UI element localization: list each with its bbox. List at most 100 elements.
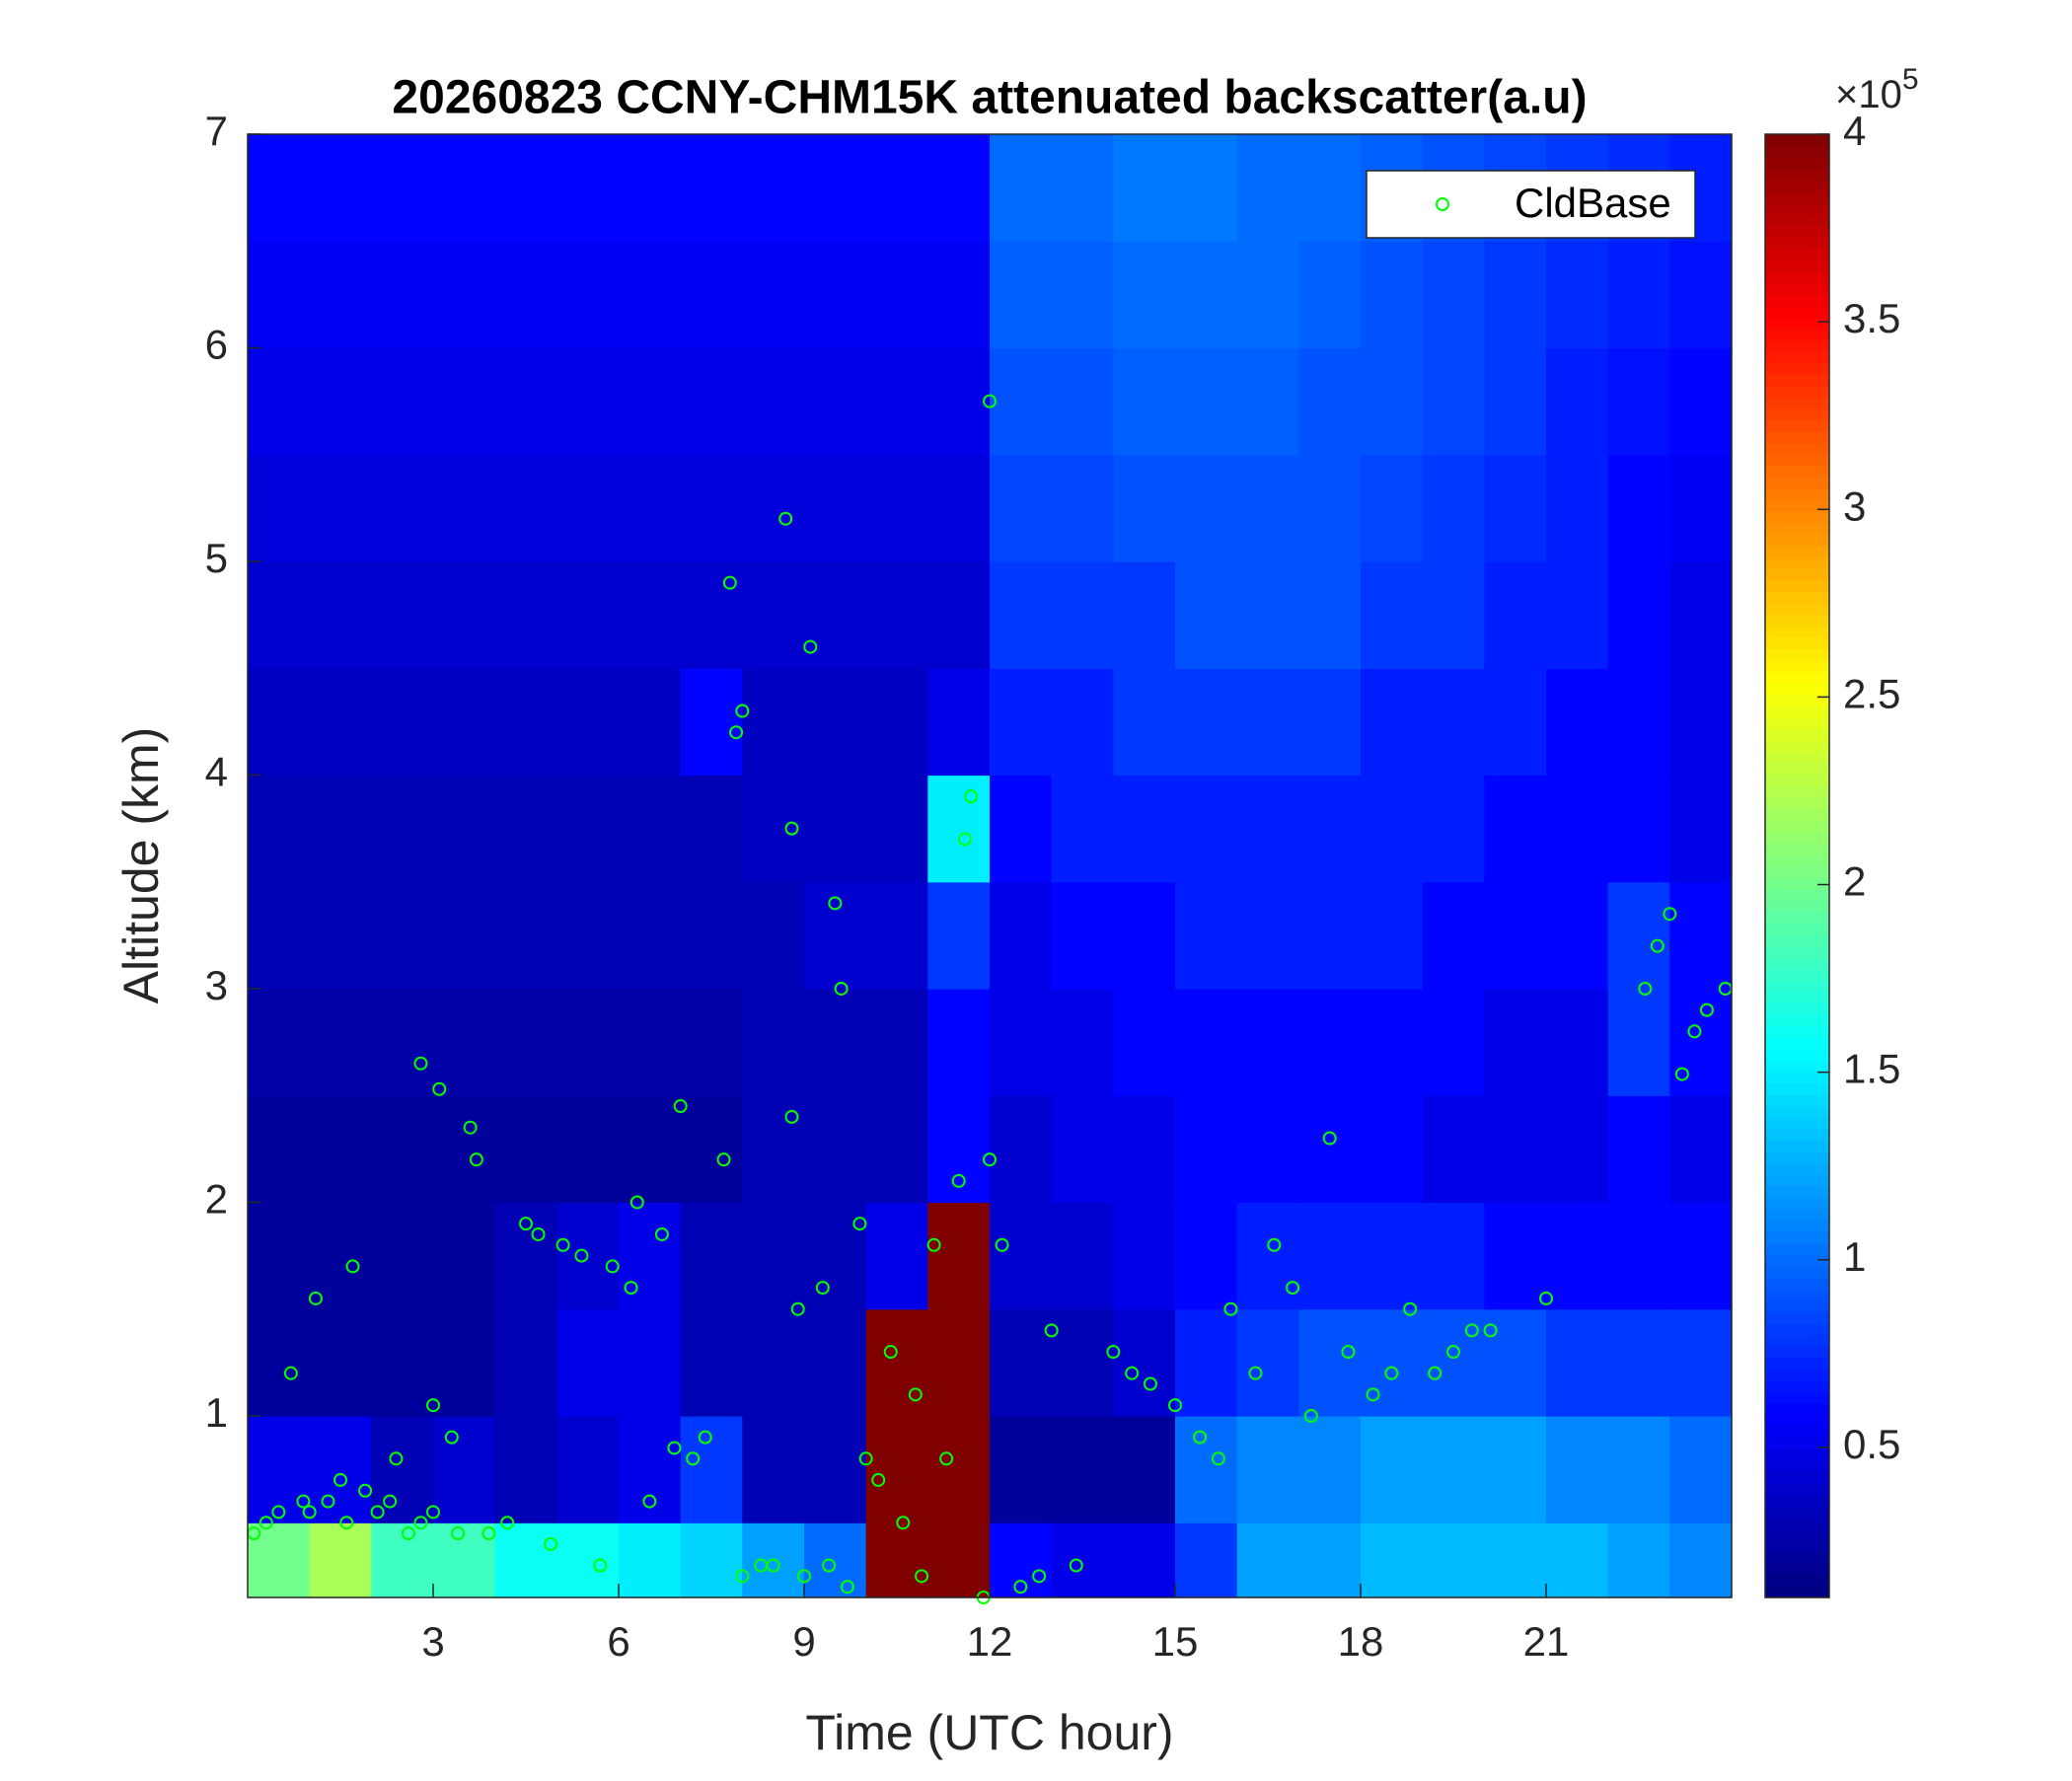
heatmap-cell — [865, 881, 928, 990]
colorbar-segment — [1765, 1437, 1829, 1449]
multiplier-exponent: 5 — [1902, 63, 1919, 96]
cloud-base-point — [957, 832, 972, 847]
cloud-base-point — [939, 1451, 954, 1466]
legend-label: CldBase — [1515, 180, 1671, 226]
colorbar-segment — [1765, 511, 1829, 524]
heatmap-cell — [309, 881, 372, 990]
heatmap-cell — [990, 454, 1053, 562]
heatmap-cell — [990, 1308, 1053, 1417]
heatmap-cell — [309, 668, 372, 777]
cloud-base-point — [797, 1569, 811, 1584]
heatmap-cell — [1361, 1095, 1424, 1204]
cloud-base-point — [605, 1259, 620, 1274]
heatmap-cell — [927, 1522, 991, 1598]
heatmap-cell — [742, 988, 805, 1096]
colorbar-segment — [1765, 1048, 1829, 1062]
heatmap-cell — [1361, 1415, 1424, 1523]
cloud-base-point — [481, 1526, 496, 1541]
cloud-base-point — [834, 981, 849, 996]
heatmap-cell — [248, 1202, 311, 1310]
heatmap-cell — [248, 454, 311, 562]
cloud-base-point — [1322, 1131, 1337, 1146]
heatmap-cell — [1051, 1308, 1114, 1417]
legend-box — [1366, 170, 1696, 239]
heatmap-cell — [494, 1202, 557, 1310]
heatmap-cell — [556, 1095, 620, 1204]
cloud-base-point — [259, 1516, 273, 1530]
heatmap-cell — [927, 668, 991, 777]
heatmap-cell — [1422, 668, 1485, 777]
x-tick-label: 6 — [607, 1618, 629, 1665]
heatmap-cell — [1175, 1522, 1238, 1598]
colorbar-segment — [1765, 362, 1829, 375]
heatmap-cell — [990, 881, 1053, 990]
colorbar-segment — [1765, 260, 1829, 272]
heatmap-cell — [1236, 134, 1299, 242]
cloud-base-point — [426, 1505, 440, 1520]
heatmap-cell — [1484, 1522, 1547, 1598]
colorbar-segment — [1765, 1357, 1829, 1370]
colorbar-segment — [1765, 1242, 1829, 1256]
heatmap-cell — [927, 1308, 991, 1417]
cloud-base-point — [735, 704, 750, 718]
colorbar-segment — [1765, 339, 1829, 352]
cloud-base-point — [426, 1398, 440, 1413]
heatmap-cell — [371, 1415, 434, 1523]
cloud-base-point — [883, 1345, 898, 1360]
cloud-base-point — [1464, 1323, 1479, 1338]
colorbar-segment — [1765, 1494, 1829, 1507]
heatmap-cell — [1422, 1415, 1485, 1523]
heatmap-cell — [1546, 1415, 1609, 1523]
heatmap-cell — [1484, 1202, 1547, 1310]
colorbar-segment — [1765, 1459, 1829, 1473]
heatmap-cell — [680, 1202, 743, 1310]
heatmap-cell — [865, 134, 928, 242]
cloud-base-point — [389, 1451, 404, 1466]
colorbar-segment — [1765, 1369, 1829, 1381]
heatmap-cell — [865, 1522, 928, 1598]
heatmap-cell — [371, 1202, 434, 1310]
x-tick-label: 21 — [1523, 1618, 1570, 1665]
colorbar-segment — [1765, 1528, 1829, 1541]
cloud-base-point — [413, 1516, 428, 1530]
heatmap-cell — [1113, 454, 1176, 562]
colorbar-segment — [1765, 831, 1829, 844]
heatmap-cell — [1236, 1415, 1299, 1523]
cloud-base-point — [531, 1226, 546, 1241]
cloud-base-point — [283, 1366, 298, 1380]
x-tick-label: 15 — [1152, 1618, 1199, 1665]
colorbar-segment — [1765, 1231, 1829, 1244]
colorbar-segment — [1765, 1197, 1829, 1210]
heatmap-cell — [1607, 1202, 1670, 1310]
heatmap-cell — [371, 241, 434, 349]
colorbar-segment — [1765, 1426, 1829, 1439]
heatmap-cell — [1484, 1095, 1547, 1204]
heatmap-cell — [1422, 881, 1485, 990]
cloud-base-point — [500, 1516, 515, 1530]
x-tick-label: 3 — [421, 1618, 444, 1665]
colorbar-segment — [1765, 522, 1829, 536]
cloud-base-point — [1168, 1398, 1182, 1413]
heatmap-cell — [1175, 775, 1238, 883]
heatmap-cell — [680, 775, 743, 883]
heatmap-cell — [1175, 881, 1238, 990]
heatmap-cell — [248, 775, 311, 883]
colorbar-segment — [1765, 419, 1829, 432]
colorbar-multiplier: ×105 — [1835, 63, 1919, 116]
heatmap-cell — [1607, 241, 1670, 349]
heatmap-cell — [309, 1522, 372, 1598]
cloud-base-point — [822, 1558, 837, 1573]
heatmap-cell — [1361, 347, 1424, 456]
cloud-base-point — [593, 1558, 608, 1573]
cloud-base-point — [1211, 1451, 1225, 1466]
heatmap-cell — [1546, 775, 1609, 883]
colorbar-segment — [1765, 1266, 1829, 1279]
heatmap-cell — [1175, 988, 1238, 1096]
heatmap-cell — [248, 560, 311, 669]
heatmap-cell — [990, 1415, 1053, 1523]
cloud-base-point — [1303, 1408, 1318, 1423]
heatmap-cell — [742, 775, 805, 883]
heatmap-cell — [1236, 347, 1299, 456]
heatmap-cell — [1669, 1415, 1733, 1523]
cloud-base-point — [1384, 1366, 1399, 1380]
